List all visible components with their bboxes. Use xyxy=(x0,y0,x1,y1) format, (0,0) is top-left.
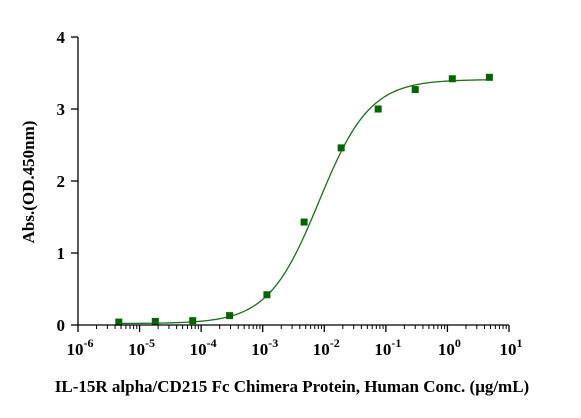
x-tick-label: 10-3 xyxy=(251,336,278,359)
x-tick-label: 10-6 xyxy=(67,336,94,359)
y-tick-label: 1 xyxy=(57,244,66,263)
fit-curve xyxy=(118,79,490,325)
y-tick-label: 0 xyxy=(57,316,66,335)
y-tick-label: 2 xyxy=(57,172,66,191)
y-tick-label: 4 xyxy=(57,28,66,47)
data-point xyxy=(411,86,419,94)
data-point xyxy=(448,75,456,83)
data-point xyxy=(115,318,123,326)
x-tick-label: 100 xyxy=(438,336,461,359)
data-point xyxy=(263,291,271,299)
data-point xyxy=(151,317,159,325)
data-point xyxy=(374,105,382,113)
x-tick-label: 10-4 xyxy=(190,336,217,359)
data-point xyxy=(300,218,308,226)
x-tick-label: 101 xyxy=(500,336,523,359)
x-tick-label: 10-2 xyxy=(313,336,340,359)
data-point xyxy=(189,317,197,325)
data-point xyxy=(337,144,345,152)
plot-area xyxy=(115,73,493,326)
y-tick-label: 3 xyxy=(57,100,66,119)
data-point xyxy=(226,312,234,320)
axes: 0 1 2 3 4 10-6 10-5 10-4 10-3 10-2 10-1 100 101 xyxy=(57,28,523,359)
x-axis-title: IL-15R alpha/CD215 Fc Chimera Protein, H… xyxy=(55,377,529,396)
data-point xyxy=(485,73,493,81)
x-tick-label: 10-5 xyxy=(128,336,155,359)
x-tick-label: 10-1 xyxy=(374,336,401,359)
y-axis-title: Abs.(OD.450nm) xyxy=(19,121,38,244)
